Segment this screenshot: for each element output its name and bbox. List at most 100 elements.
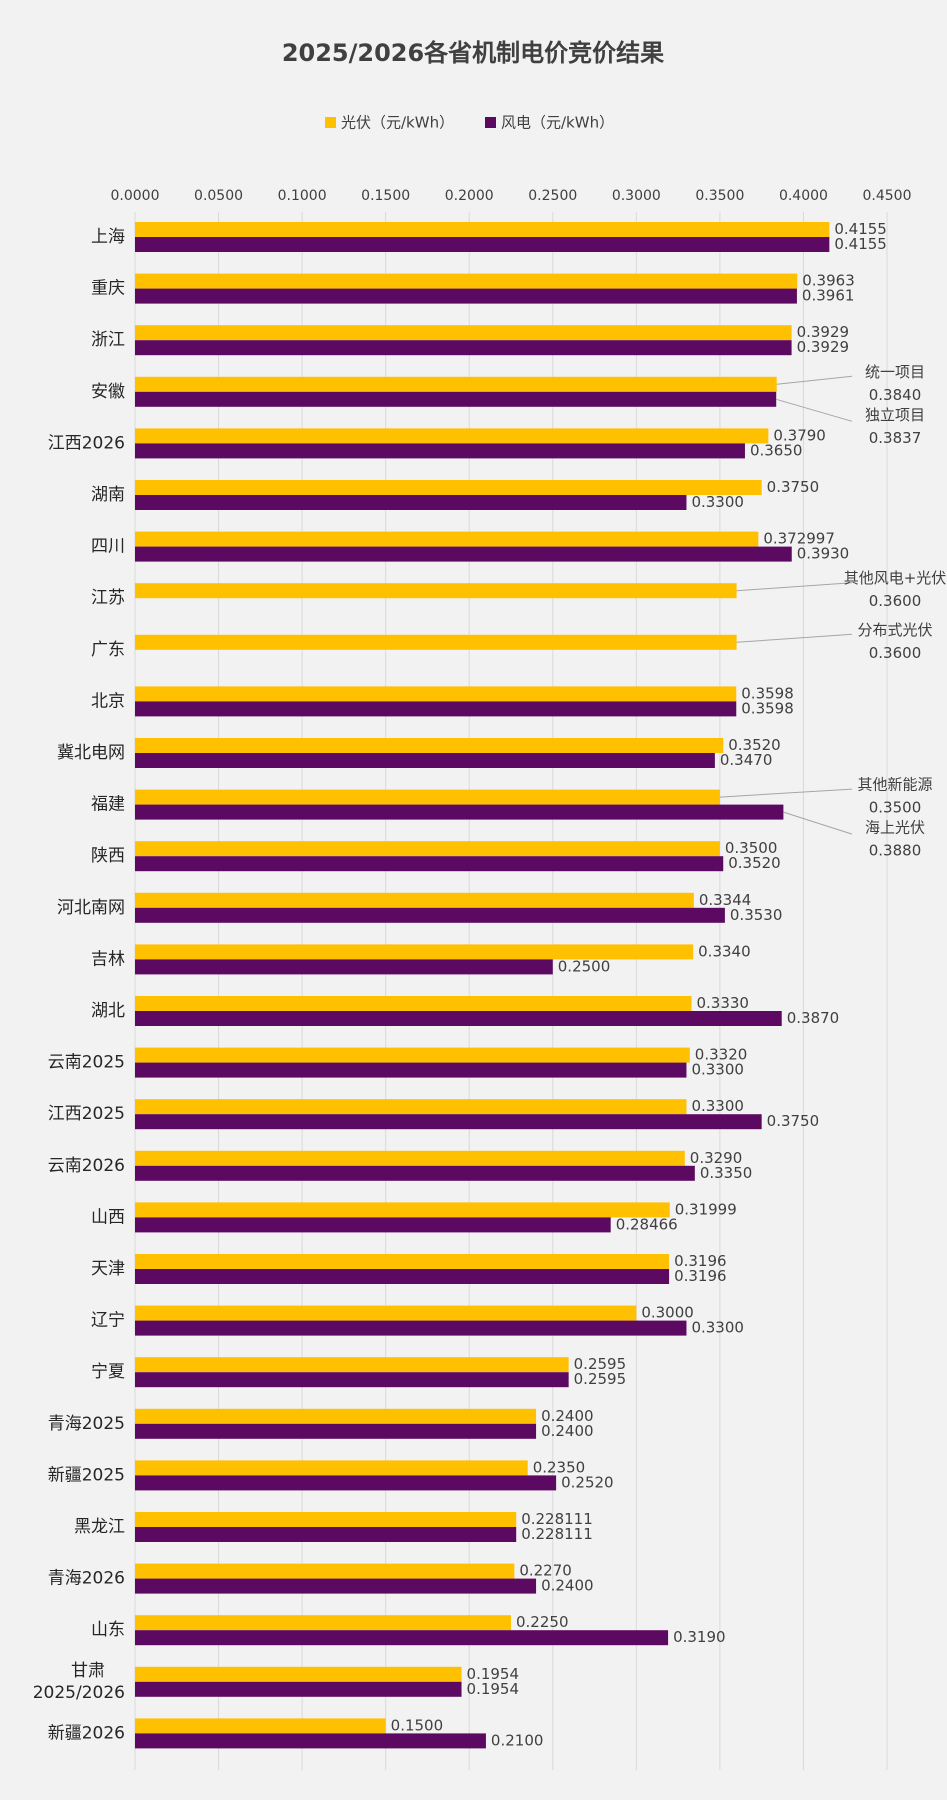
bar (135, 1320, 687, 1336)
value-label: 0.3600 (869, 644, 922, 662)
value-label: 0.3300 (691, 1097, 744, 1115)
value-label: 0.3598 (741, 699, 794, 717)
bar (135, 907, 725, 923)
value-label: 0.3929 (797, 338, 850, 356)
annotation: 其他新能源 (857, 776, 932, 794)
value-label: 0.3598 (741, 684, 794, 702)
bar (135, 1563, 515, 1579)
y-tick-label: 山西 (91, 1207, 125, 1227)
value-label: 0.3837 (869, 429, 922, 447)
value-label: 0.3344 (699, 891, 752, 909)
x-tick-label: 0.4500 (863, 188, 912, 204)
value-label: 0.3196 (674, 1252, 727, 1270)
y-tick-label: 湖北 (91, 1001, 125, 1021)
bar (135, 1357, 569, 1373)
value-label: 0.2400 (541, 1422, 594, 1440)
bar (135, 1269, 670, 1284)
x-tick-label: 0.2500 (528, 188, 577, 204)
y-tick-label: 黑龙江 (74, 1517, 125, 1537)
bar (135, 1512, 517, 1527)
value-label: 0.3520 (728, 854, 781, 872)
value-label: 0.3300 (691, 493, 744, 511)
bar (135, 634, 737, 650)
bar (135, 1475, 557, 1491)
value-label: 0.2520 (561, 1473, 614, 1491)
legend-swatch (325, 117, 336, 128)
value-label: 0.3320 (695, 1046, 748, 1064)
x-tick-label: 0.3000 (612, 188, 661, 204)
bar (135, 841, 720, 857)
value-label: 0.3600 (869, 592, 922, 610)
y-tick-label: 新疆2025 (48, 1465, 125, 1485)
bar (135, 1578, 537, 1594)
y-tick-label: 江西2026 (48, 433, 125, 453)
bar (135, 701, 737, 717)
value-label: 0.1954 (467, 1665, 520, 1683)
annotation: 分布式光伏 (857, 621, 932, 639)
x-tick-label: 0.4000 (779, 188, 828, 204)
y-tick-label: 宁夏 (91, 1362, 125, 1382)
bar (135, 1666, 462, 1682)
legend-swatch (485, 117, 496, 128)
annotation: 其他风电+光伏 (844, 569, 947, 587)
value-label: 0.3961 (802, 287, 855, 305)
y-tick-label: 吉林 (91, 949, 125, 969)
bar (135, 546, 792, 562)
bar (135, 583, 737, 599)
value-label: 0.2400 (541, 1577, 594, 1595)
leader-line (776, 375, 853, 385)
value-label: 0.3750 (767, 478, 820, 496)
y-tick-label: 陕西 (91, 846, 125, 866)
value-label: 0.2595 (574, 1370, 627, 1388)
value-label: 0.2100 (491, 1731, 544, 1749)
bar (135, 996, 692, 1011)
y-tick-label: 江西2025 (48, 1104, 125, 1124)
bar (135, 1372, 569, 1388)
bar (135, 1217, 611, 1233)
value-label: 0.228111 (521, 1510, 593, 1528)
x-tick-label: 0.2000 (445, 188, 494, 204)
value-label: 0.4155 (834, 220, 887, 238)
leader-line (736, 633, 853, 643)
value-label: 0.1500 (391, 1716, 444, 1734)
bar (135, 531, 759, 547)
value-label: 0.2350 (533, 1458, 586, 1476)
y-tick-label: 新疆2026 (48, 1723, 125, 1743)
bar (135, 1011, 782, 1026)
x-tick-label: 0.1500 (361, 188, 410, 204)
bar (135, 325, 792, 341)
y-tick-label: 安徽 (91, 382, 125, 402)
bar (135, 686, 737, 702)
value-label: 0.31999 (675, 1200, 737, 1218)
bar (135, 1165, 695, 1181)
bar (135, 1681, 462, 1697)
y-tick-label: 四川 (91, 537, 125, 557)
value-label: 0.3530 (730, 906, 783, 924)
y-tick-label: 上海 (91, 227, 125, 247)
y-tick-label: 甘肃 2025/2026 (33, 1661, 125, 1703)
bar (135, 1423, 537, 1439)
y-tick-label: 云南2025 (48, 1053, 125, 1073)
value-label: 0.1954 (467, 1680, 520, 1698)
bar (135, 1099, 687, 1115)
leader-line (783, 811, 853, 835)
bar (135, 1733, 486, 1749)
value-label: 0.2500 (558, 957, 611, 975)
chart-title: 2025/2026各省机制电价竞价结果 (282, 39, 664, 67)
bar (135, 1305, 637, 1321)
leader-line (719, 788, 853, 798)
x-tick-label: 0.0000 (111, 188, 160, 204)
bar (135, 1460, 528, 1476)
x-tick-label: 0.3500 (695, 188, 744, 204)
value-label: 0.2250 (516, 1613, 569, 1631)
y-tick-label: 天津 (91, 1259, 125, 1279)
bar (135, 1114, 762, 1130)
annotation: 海上光伏 (865, 819, 925, 837)
value-label: 0.3963 (802, 272, 855, 290)
bar (135, 288, 797, 304)
bar (135, 222, 830, 237)
bar (135, 1408, 537, 1424)
value-label: 0.4155 (834, 235, 887, 253)
y-tick-label: 云南2026 (48, 1156, 125, 1176)
